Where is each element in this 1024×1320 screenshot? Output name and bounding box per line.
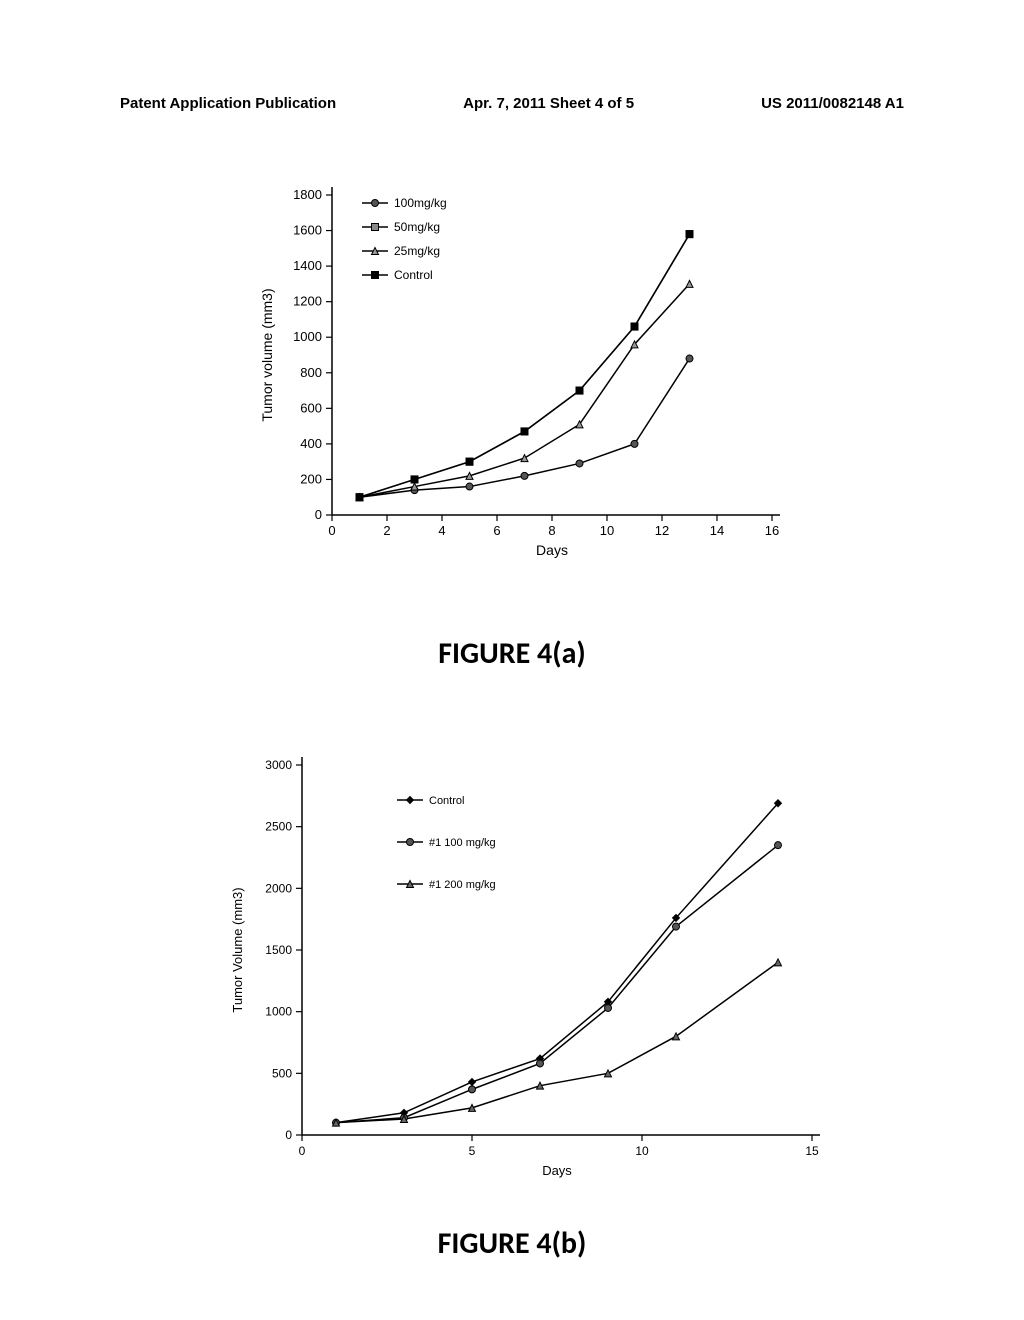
- chart-figure-4a: 0 200 400 600 800 1000 1200 1400 1600 1800 0 2 4 6 8 10…: [232, 175, 792, 570]
- svg-text:100mg/kg: 100mg/kg: [394, 196, 447, 210]
- svg-text:Control: Control: [394, 268, 433, 282]
- svg-text:Control: Control: [429, 795, 464, 807]
- svg-text:800: 800: [300, 365, 322, 380]
- chart-figure-4b: 0 500 1000 1500 2000 2500 3000 0 5 10 15 Days Tumor …: [192, 745, 832, 1190]
- svg-text:4: 4: [438, 523, 445, 538]
- svg-text:1400: 1400: [293, 258, 322, 273]
- svg-text:500: 500: [272, 1066, 292, 1080]
- figure-label-a: FIGURE 4(a): [438, 635, 585, 672]
- svg-text:10: 10: [635, 1144, 649, 1158]
- svg-text:8: 8: [548, 523, 555, 538]
- header-left: Patent Application Publication: [120, 95, 336, 112]
- svg-text:0: 0: [328, 523, 335, 538]
- svg-text:15: 15: [805, 1144, 819, 1158]
- svg-text:#1 100 mg/kg: #1 100 mg/kg: [429, 837, 496, 849]
- header-right: US 2011/0082148 A1: [761, 95, 904, 112]
- svg-text:200: 200: [300, 471, 322, 486]
- svg-text:1200: 1200: [293, 294, 322, 309]
- svg-text:50mg/kg: 50mg/kg: [394, 220, 440, 234]
- svg-text:16: 16: [765, 523, 779, 538]
- svg-text:3000: 3000: [265, 758, 292, 772]
- chart-svg-b: 0 500 1000 1500 2000 2500 3000 0 5 10 15 Days Tumor …: [192, 745, 832, 1185]
- svg-text:12: 12: [655, 523, 669, 538]
- chart-svg-a: 0 200 400 600 800 1000 1200 1400 1600 1800 0 2 4 6 8 10…: [232, 175, 792, 565]
- svg-text:5: 5: [469, 1144, 476, 1158]
- svg-text:Tumor volume (mm3): Tumor volume (mm3): [259, 288, 275, 421]
- svg-text:#1 200 mg/kg: #1 200 mg/kg: [429, 879, 496, 891]
- svg-text:1800: 1800: [293, 187, 322, 202]
- svg-text:600: 600: [300, 400, 322, 415]
- svg-text:1600: 1600: [293, 223, 322, 238]
- figure-label-b: FIGURE 4(b): [438, 1225, 587, 1262]
- svg-text:25mg/kg: 25mg/kg: [394, 244, 440, 258]
- svg-text:0: 0: [285, 1128, 292, 1142]
- svg-text:10: 10: [600, 523, 614, 538]
- svg-text:1000: 1000: [265, 1005, 292, 1019]
- svg-text:1500: 1500: [265, 943, 292, 957]
- svg-text:Days: Days: [542, 1163, 572, 1178]
- header-center: Apr. 7, 2011 Sheet 4 of 5: [463, 95, 634, 112]
- svg-text:0: 0: [315, 507, 322, 522]
- svg-text:400: 400: [300, 436, 322, 451]
- svg-text:Tumor Volume (mm3): Tumor Volume (mm3): [230, 887, 245, 1012]
- svg-text:1000: 1000: [293, 329, 322, 344]
- svg-text:14: 14: [710, 523, 724, 538]
- svg-text:2000: 2000: [265, 881, 292, 895]
- svg-text:2500: 2500: [265, 820, 292, 834]
- page-header: Patent Application Publication Apr. 7, 2…: [120, 95, 904, 112]
- svg-text:6: 6: [493, 523, 500, 538]
- svg-text:2: 2: [383, 523, 390, 538]
- svg-text:0: 0: [299, 1144, 306, 1158]
- svg-text:Days: Days: [536, 542, 568, 558]
